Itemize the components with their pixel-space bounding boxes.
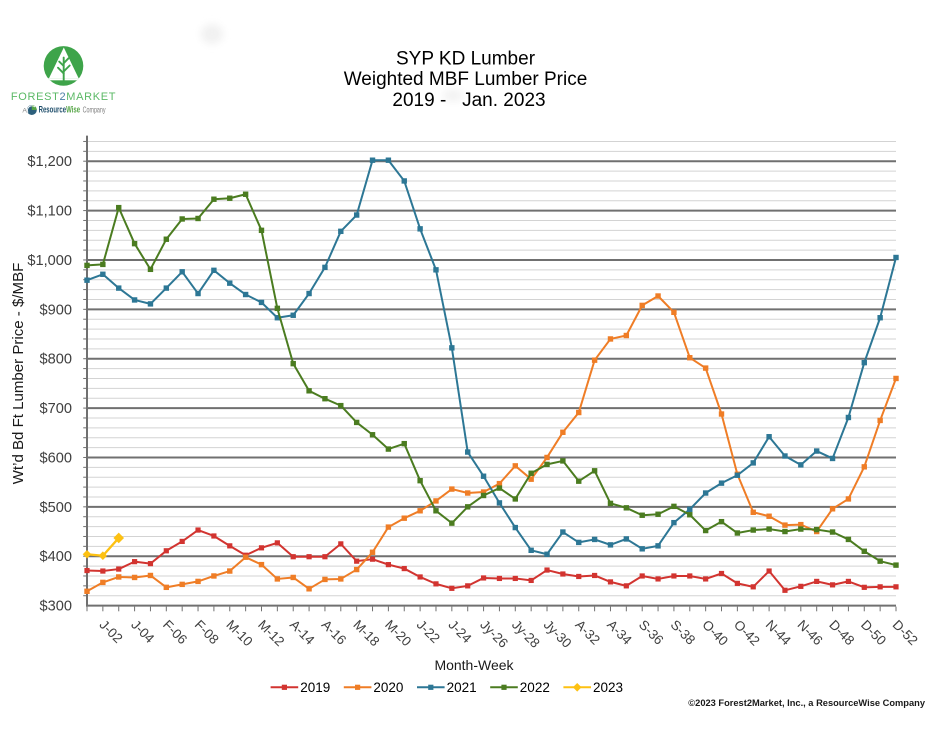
svg-text:2020: 2020 <box>373 680 403 695</box>
svg-text:2021: 2021 <box>447 680 477 695</box>
svg-text:$500: $500 <box>40 500 72 516</box>
svg-text:Weighted MBF Lumber Price: Weighted MBF Lumber Price <box>344 69 588 90</box>
svg-text:Company: Company <box>83 106 106 115</box>
svg-text:Month-Week: Month-Week <box>434 657 514 673</box>
svg-text:$800: $800 <box>40 352 72 368</box>
svg-text:2019 - Jan. 2023: 2019 - Jan. 2023 <box>392 90 545 111</box>
svg-text:$1,100: $1,100 <box>27 204 72 220</box>
svg-text:$300: $300 <box>40 599 72 615</box>
svg-text:A: A <box>22 108 27 115</box>
svg-text:$900: $900 <box>40 302 72 318</box>
svg-text:$400: $400 <box>40 549 72 565</box>
svg-text:2022: 2022 <box>520 680 550 695</box>
svg-text:$1,000: $1,000 <box>27 253 72 269</box>
svg-text:2023: 2023 <box>593 680 623 695</box>
svg-text:$600: $600 <box>40 450 72 466</box>
svg-text:$1,200: $1,200 <box>27 154 72 170</box>
svg-text:2019: 2019 <box>300 680 330 695</box>
svg-text:Wt’d Bd Ft Lumber Price - $/MB: Wt’d Bd Ft Lumber Price - $/MBF <box>10 263 27 485</box>
svg-text:ResourceWise: ResourceWise <box>39 105 81 115</box>
svg-text:©2023 Forest2Market, Inc., a R: ©2023 Forest2Market, Inc., a ResourceWis… <box>688 698 926 708</box>
svg-text:FOREST2MARKET: FOREST2MARKET <box>11 91 116 103</box>
svg-text:$700: $700 <box>40 401 72 417</box>
svg-text:SYP KD Lumber: SYP KD Lumber <box>396 49 536 70</box>
